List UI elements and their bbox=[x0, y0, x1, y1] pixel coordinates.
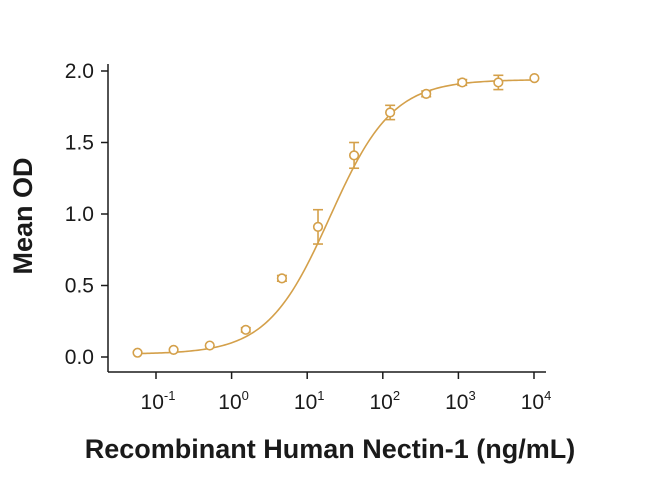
x-tick-label: 10-1 bbox=[141, 388, 176, 414]
x-tick-label: 101 bbox=[294, 388, 325, 414]
y-ticks: 0.0 0.5 1.0 1.5 2.0 bbox=[65, 60, 108, 369]
data-marker bbox=[457, 77, 468, 88]
data-marker bbox=[132, 347, 143, 358]
y-axis-title: Mean OD bbox=[8, 157, 38, 274]
x-tick-label: 100 bbox=[218, 388, 249, 414]
data-point bbox=[493, 74, 504, 91]
x-tick-label: 103 bbox=[445, 388, 476, 414]
data-point bbox=[240, 324, 251, 335]
data-marker bbox=[204, 340, 215, 351]
data-point bbox=[204, 340, 215, 351]
data-point bbox=[457, 77, 468, 88]
data-marker bbox=[493, 77, 504, 88]
data-point bbox=[385, 104, 396, 121]
x-ticks: 10-1 100 101 102 103 104 bbox=[141, 372, 552, 414]
axes bbox=[107, 64, 546, 373]
data-point bbox=[348, 141, 360, 170]
y-tick-label: 2.0 bbox=[65, 60, 94, 83]
data-point bbox=[529, 73, 540, 84]
data-marker bbox=[276, 273, 288, 284]
y-tick-label: 0.0 bbox=[65, 346, 94, 369]
data-points-layer bbox=[132, 73, 540, 358]
data-marker bbox=[348, 150, 360, 161]
data-point bbox=[276, 273, 288, 284]
x-tick-label: 102 bbox=[370, 388, 401, 414]
data-marker bbox=[168, 344, 179, 355]
x-axis-title: Recombinant Human Nectin-1 (ng/mL) bbox=[85, 434, 576, 464]
data-point bbox=[132, 347, 143, 358]
data-point bbox=[421, 88, 432, 99]
data-marker bbox=[421, 88, 432, 99]
data-marker bbox=[312, 221, 324, 232]
y-tick-label: 1.5 bbox=[65, 132, 94, 155]
data-point bbox=[312, 208, 324, 245]
data-marker bbox=[240, 324, 251, 335]
x-tick-label: 104 bbox=[521, 388, 552, 414]
data-marker bbox=[385, 107, 396, 118]
data-point bbox=[168, 344, 179, 355]
fit-curve bbox=[137, 79, 535, 355]
y-tick-label: 0.5 bbox=[65, 275, 94, 298]
fit-curve-layer bbox=[137, 79, 535, 355]
y-tick-label: 1.0 bbox=[65, 203, 94, 226]
data-marker bbox=[529, 73, 540, 84]
